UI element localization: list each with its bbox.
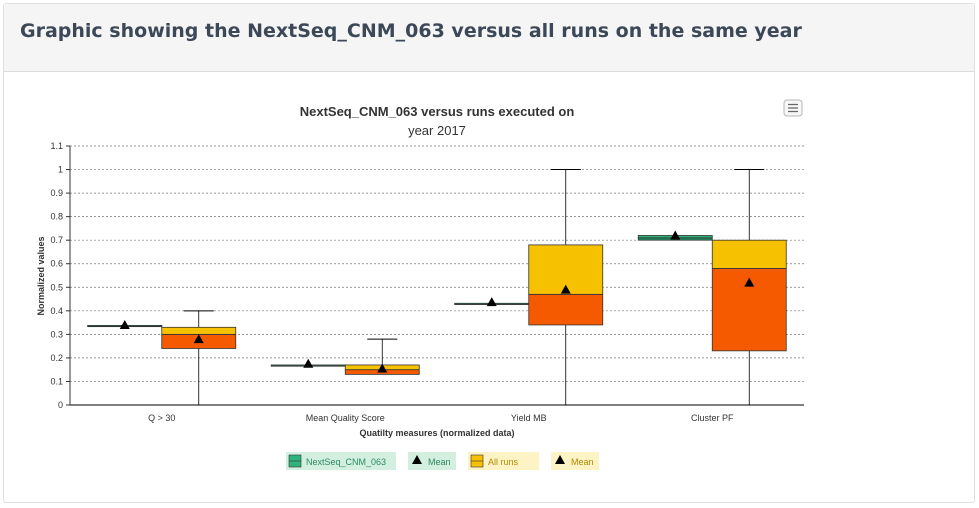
x-tick-label: Cluster PF — [691, 413, 734, 423]
chart-legend: NextSeq_CNM_063 Mean All runs Mean — [286, 452, 599, 470]
box-all-runs-3[interactable] — [711, 169, 787, 405]
legend-triangle-icon — [412, 455, 422, 464]
x-tick-label: Q > 30 — [148, 413, 175, 423]
mean-marker — [193, 334, 204, 344]
x-axis-title: Quatilty measures (normalized data) — [359, 428, 514, 438]
y-tick-label: 1 — [58, 165, 63, 175]
legend-label: Mean — [428, 457, 451, 467]
y-tick-label: 0.4 — [50, 306, 63, 316]
legend-item-2[interactable]: All runs — [468, 452, 539, 470]
legend-label: All runs — [488, 457, 519, 467]
y-tick-label: 0.3 — [50, 329, 63, 339]
legend-item-bg — [286, 452, 396, 470]
legend-triangle-icon — [555, 455, 565, 464]
panel-header: Graphic showing the NextSeq_CNM_063 vers… — [4, 4, 974, 72]
y-tick-label: 0 — [58, 400, 63, 410]
mean-marker — [486, 297, 497, 307]
mean-marker — [377, 363, 388, 373]
export-menu-button[interactable] — [783, 99, 803, 117]
mean-marker — [670, 230, 681, 240]
y-tick-label: 0.5 — [50, 282, 63, 292]
menu-icon — [788, 103, 798, 113]
y-tick-label: 0.7 — [50, 235, 63, 245]
legend-item-3[interactable]: Mean — [551, 452, 599, 470]
x-tick-label: Mean Quality Score — [306, 413, 385, 423]
legend-item-bg — [408, 452, 456, 470]
chart-panel: Graphic showing the NextSeq_CNM_063 vers… — [3, 3, 975, 503]
box-lower — [528, 293, 604, 326]
y-tick-label: 0.2 — [50, 353, 63, 363]
box-all-runs-1[interactable] — [344, 338, 420, 375]
box-upper — [161, 326, 237, 335]
legend-item-bg — [551, 452, 599, 470]
y-tick-label: 0.9 — [50, 188, 63, 198]
legend-label: NextSeq_CNM_063 — [306, 457, 386, 467]
panel-title: Graphic showing the NextSeq_CNM_063 vers… — [20, 20, 802, 42]
box-run-2[interactable] — [454, 297, 530, 307]
mean-marker — [744, 277, 755, 287]
legend-item-1[interactable]: Mean — [408, 452, 456, 470]
legend-item-bg — [468, 452, 539, 470]
box-upper — [711, 239, 787, 269]
y-tick-label: 1.1 — [50, 141, 63, 151]
box-run-0[interactable] — [87, 319, 163, 329]
mean-marker — [303, 358, 314, 368]
box-all-runs-0[interactable] — [161, 310, 237, 405]
x-tick-label: Yield MB — [511, 413, 547, 423]
mean-marker — [560, 284, 571, 294]
y-tick-label: 0.1 — [50, 376, 63, 386]
box-run-1[interactable] — [270, 358, 346, 368]
mean-marker — [119, 319, 130, 329]
box-all-runs-2[interactable] — [528, 169, 604, 405]
y-axis-title: Normalized values — [36, 236, 46, 315]
legend-label: Mean — [571, 457, 594, 467]
y-tick-label: 0.8 — [50, 212, 63, 222]
chart-title-line-2: year 2017 — [408, 123, 466, 138]
box-run-3[interactable] — [637, 230, 713, 241]
chart-title-line-1: NextSeq_CNM_063 versus runs executed on — [300, 104, 575, 119]
legend-item-0[interactable]: NextSeq_CNM_063 — [286, 452, 396, 470]
y-tick-label: 0.6 — [50, 259, 63, 269]
